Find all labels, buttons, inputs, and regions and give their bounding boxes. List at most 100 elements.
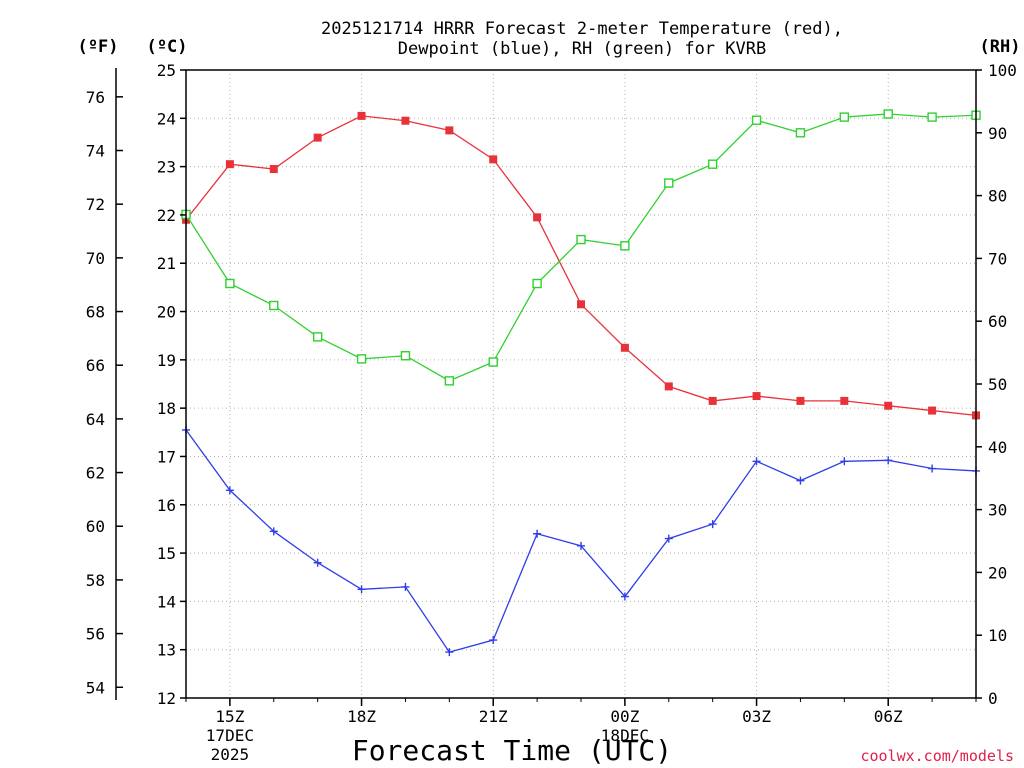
fahrenheit-unit-label: (ºF) (78, 37, 119, 57)
series-line-temperature (185, 115, 977, 417)
rh-tick-label: 10 (988, 626, 1007, 645)
chart-title-line1: 2025121714 HRRR Forecast 2-meter Tempera… (321, 19, 843, 39)
axes: 12 13 14 15 16 17 18 19 20 21 22 23 24 25 54 56 58 60 62 64… (86, 61, 1017, 764)
data-point (313, 133, 322, 142)
data-point (357, 585, 366, 594)
fahrenheit-tick-label: 74 (86, 142, 105, 161)
celsius-tick-label: 18 (157, 399, 176, 418)
data-point (796, 476, 805, 485)
x-tick-label: 18DEC (601, 726, 649, 745)
celsius-tick-label: 14 (157, 592, 176, 611)
data-point (225, 486, 234, 495)
data-point (928, 464, 937, 473)
series-rh (181, 109, 981, 386)
data-point (840, 396, 849, 405)
x-tick-label: 06Z (874, 707, 903, 726)
rh-tick-label: 70 (988, 249, 1007, 268)
data-point (795, 128, 806, 138)
fahrenheit-tick-label: 56 (86, 625, 105, 644)
credit-text: coolwx.com/models (860, 747, 1014, 765)
celsius-tick-label: 25 (157, 61, 176, 80)
rh-tick-label: 80 (988, 187, 1007, 206)
celsius-tick-label: 23 (157, 158, 176, 177)
celsius-tick-label: 17 (157, 447, 176, 466)
data-point (752, 457, 761, 466)
fahrenheit-tick-label: 76 (86, 88, 105, 107)
data-point (927, 112, 937, 122)
x-tick-label: 00Z (610, 707, 639, 726)
celsius-tick-label: 21 (157, 254, 176, 273)
celsius-tick-label: 24 (157, 109, 176, 128)
data-point (401, 582, 410, 591)
data-point (312, 332, 323, 342)
chart-title-line2: Dewpoint (blue), RH (green) for KVRB (398, 39, 766, 59)
fahrenheit-tick-label: 70 (86, 249, 105, 268)
data-point (400, 351, 411, 361)
x-tick-label: 21Z (479, 707, 508, 726)
data-point (269, 165, 278, 174)
data-point (488, 357, 498, 367)
data-point (489, 636, 498, 645)
data-point (708, 520, 717, 529)
rh-tick-label: 0 (988, 689, 998, 708)
data-point (225, 278, 235, 289)
rh-unit-label: (RH) (980, 37, 1021, 57)
rh-tick-label: 20 (988, 563, 1007, 582)
x-axis-label: Forecast Time (UTC) (352, 734, 672, 767)
data-point (620, 241, 630, 251)
rh-tick-label: 100 (988, 61, 1017, 80)
data-point (533, 213, 542, 222)
fahrenheit-tick-label: 72 (86, 195, 105, 214)
x-tick-label: 17DEC (206, 726, 254, 745)
data-point (664, 534, 673, 543)
data-point (577, 541, 585, 550)
fahrenheit-tick-label: 68 (86, 303, 105, 322)
rh-tick-label: 40 (988, 438, 1007, 457)
data-point (576, 234, 586, 245)
data-point (313, 558, 322, 567)
celsius-tick-label: 15 (157, 544, 176, 563)
fahrenheit-tick-label: 66 (86, 356, 105, 375)
rh-tick-label: 30 (988, 501, 1007, 520)
rh-tick-label: 90 (988, 124, 1007, 143)
celsius-unit-label: (ºC) (147, 37, 188, 57)
x-tick-label: 03Z (742, 707, 771, 726)
series-line-rh (185, 113, 977, 382)
data-point (839, 112, 850, 122)
data-point (884, 456, 893, 465)
data-point (796, 396, 805, 405)
series-line-dewpoint (185, 429, 977, 653)
data-point (840, 457, 849, 466)
fahrenheit-tick-label: 60 (86, 517, 105, 536)
x-tick-label: 15Z (215, 707, 244, 726)
data-point (664, 178, 674, 188)
data-point (708, 396, 717, 405)
data-point (444, 376, 455, 386)
rh-tick-label: 50 (988, 375, 1007, 394)
series-dewpoint (182, 425, 980, 657)
celsius-tick-label: 12 (157, 689, 176, 708)
x-tick-label: 2025 (211, 745, 250, 764)
data-point (751, 115, 762, 125)
data-point (532, 278, 542, 289)
data-point (707, 159, 718, 169)
data-point (577, 300, 585, 309)
fahrenheit-tick-label: 58 (86, 571, 105, 590)
data-point (489, 155, 498, 164)
rh-tick-label: 60 (988, 312, 1007, 331)
data-point (533, 529, 542, 538)
data-point (884, 401, 893, 410)
data-point (357, 111, 366, 120)
data-point (445, 126, 454, 135)
data-point (620, 343, 629, 352)
grid (186, 70, 976, 698)
fahrenheit-tick-label: 62 (86, 464, 105, 483)
data-point (664, 382, 673, 391)
data-point (445, 648, 454, 657)
data-point (225, 160, 234, 169)
celsius-tick-label: 22 (157, 206, 176, 225)
data-point (401, 116, 410, 125)
data-point (356, 354, 367, 364)
x-tick-label: 18Z (347, 707, 376, 726)
